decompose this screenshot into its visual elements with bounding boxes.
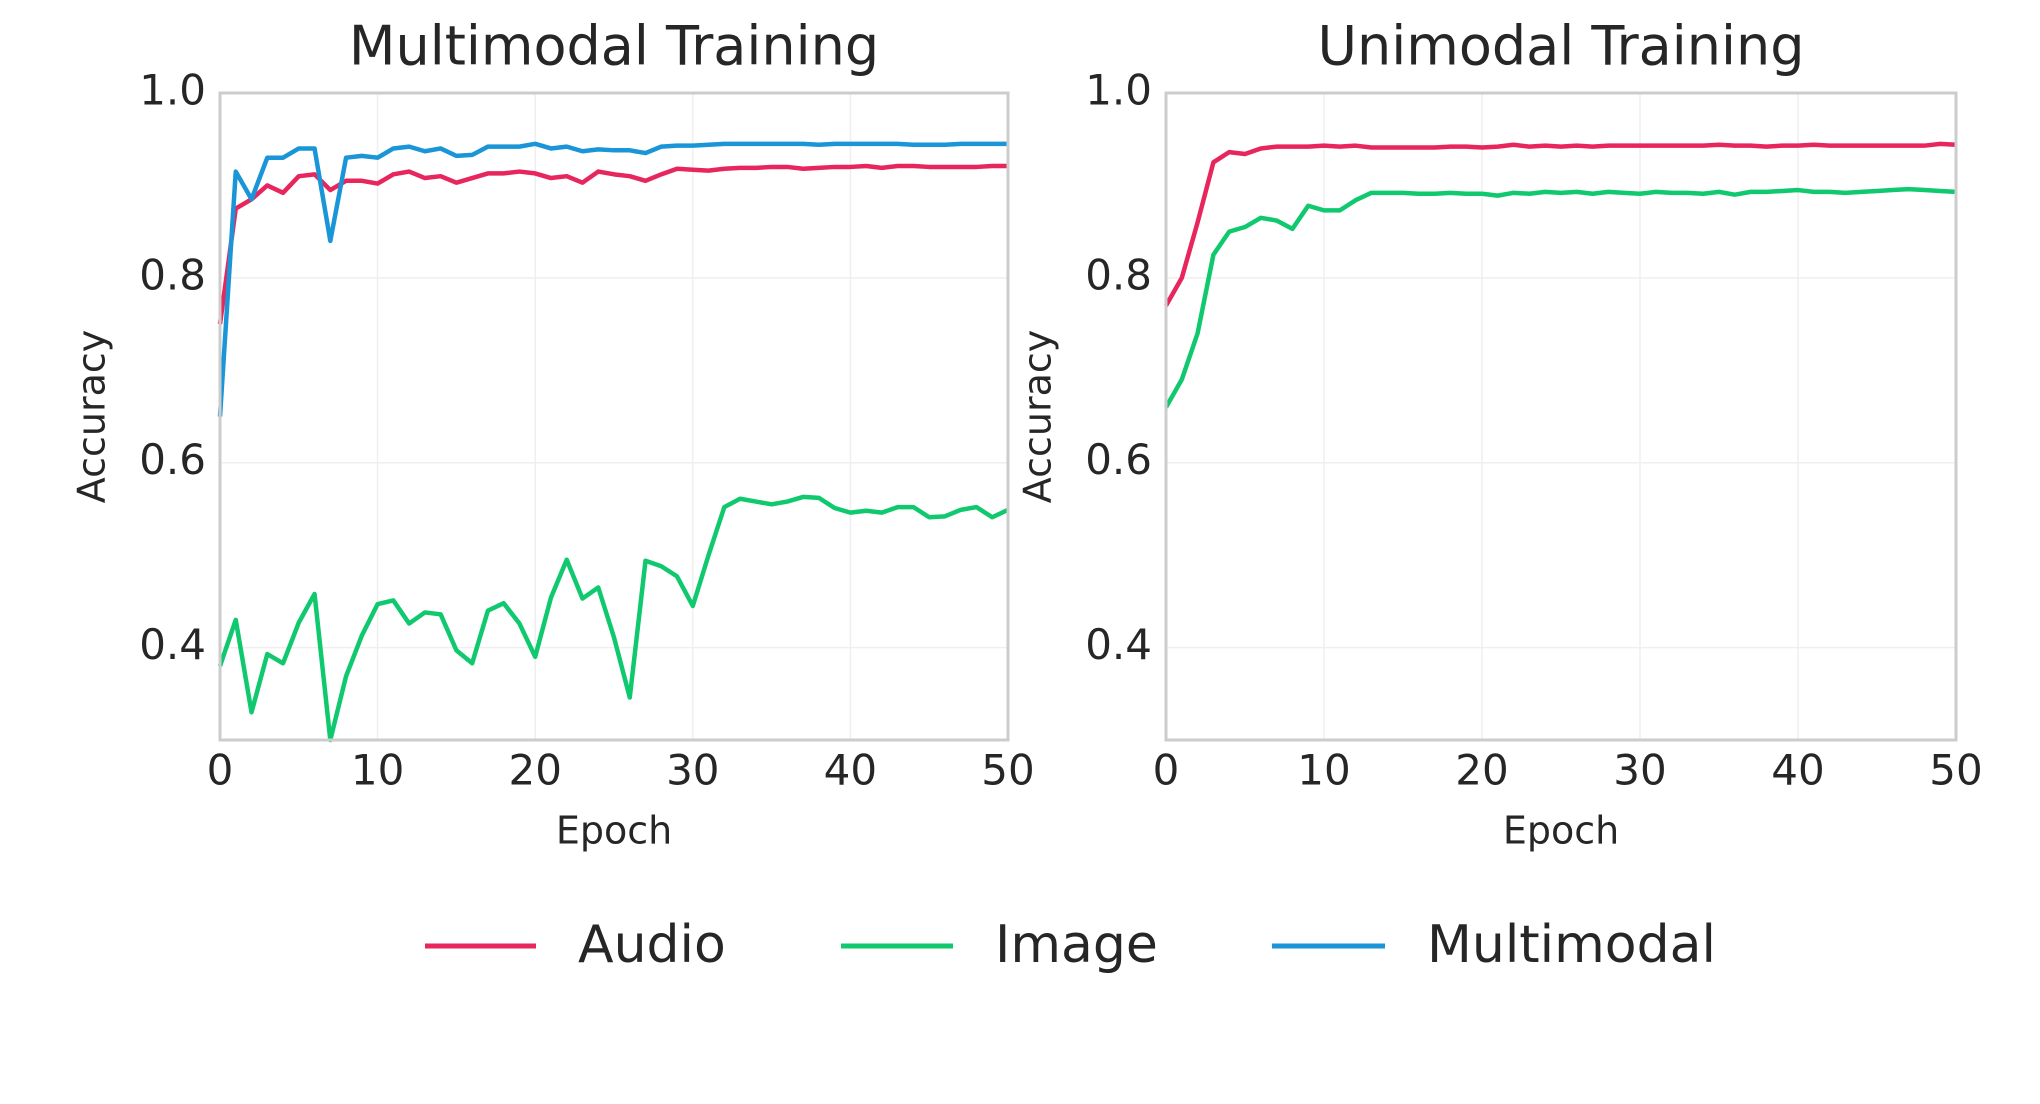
series-line [217,163,1008,325]
plot-frame [1164,91,1958,742]
y-axis-label: Accuracy [1016,330,1060,504]
series-line [1164,141,1957,307]
y-tick-label: 0.8 [139,250,206,299]
x-tick-label: 30 [666,746,719,795]
y-tick-label: 0.4 [139,620,206,669]
chart-title: Unimodal Training [1317,15,1804,78]
y-tick-label: 0.4 [1085,620,1152,669]
x-tick-label: 50 [1929,746,1982,795]
series-line [1164,186,1957,409]
x-tick-label: 50 [981,746,1034,795]
legend-label: Multimodal [1427,915,1716,975]
legend-label: Audio [578,915,726,975]
chart-title: Multimodal Training [349,15,879,78]
y-tick-label: 1.0 [1085,66,1152,115]
x-tick-label: 0 [207,746,234,795]
plot-frame [218,91,1010,742]
x-axis-label: Epoch [556,809,672,853]
legend-label: Image [995,915,1158,975]
x-tick-label: 30 [1613,746,1666,795]
x-tick-label: 20 [508,746,561,795]
y-tick-label: 0.6 [1085,435,1152,484]
x-tick-label: 10 [351,746,404,795]
series-line [217,141,1008,417]
x-tick-label: 10 [1297,746,1350,795]
y-tick-label: 1.0 [139,66,206,115]
x-tick-label: 40 [824,746,877,795]
x-tick-label: 40 [1771,746,1824,795]
x-tick-label: 20 [1455,746,1508,795]
y-tick-label: 0.6 [139,435,206,484]
y-tick-label: 0.8 [1085,250,1152,299]
series-line [217,494,1009,743]
x-tick-label: 0 [1153,746,1180,795]
x-axis-label: Epoch [1503,809,1619,853]
y-axis-label: Accuracy [70,330,114,504]
